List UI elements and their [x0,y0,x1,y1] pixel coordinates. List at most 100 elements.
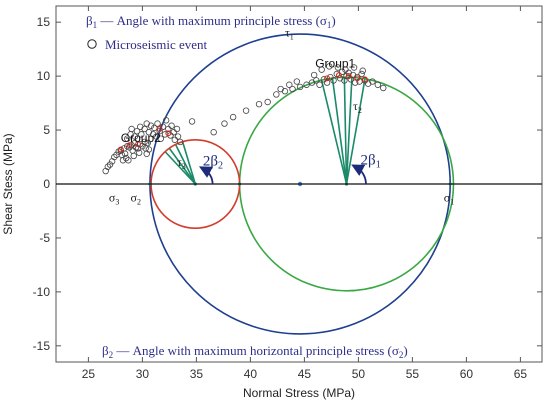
event-point [174,133,182,140]
axis-ticks: 25 30 35 40 45 50 55 60 65 -15 -10 -5 0 5 10 15 [33,6,542,381]
event-point [210,129,217,136]
event-point [168,122,175,129]
y-axis-label: Shear Stess (MPa) [1,133,15,234]
event-point [149,131,157,138]
event-point [339,68,346,76]
event-point [369,78,376,85]
event-point [121,150,129,157]
event-point [343,72,350,80]
legend-marker-icon [87,39,97,49]
event-point [296,83,304,91]
event-point [188,118,196,125]
legend-beta1: β1 — Angle with maximum principle stress… [86,13,336,30]
event-point [135,149,143,156]
angle-arc-label: 2β1 [361,153,381,171]
event-point [133,127,141,135]
event-point [143,150,150,157]
event-point [264,98,271,106]
event-point [122,154,130,162]
event-point [350,64,358,71]
fan-line [164,151,196,185]
event-point [358,70,365,78]
event-point [303,81,310,88]
event-point-highlight [361,76,368,83]
event-point [242,107,250,114]
y-tick-label: 0 [43,177,50,191]
event-point [106,161,114,168]
event-point [141,125,148,133]
event-point [128,125,135,133]
event-point [147,122,155,129]
event-point [111,153,118,161]
event-point [316,81,323,88]
y-tick-label: 10 [37,69,51,83]
event-point [289,85,296,93]
event-point [326,63,333,70]
event-point [221,120,228,127]
group-label: Group2 [121,131,161,145]
event-point [313,77,320,84]
angle-arc [351,164,367,185]
event-point [323,79,331,86]
stress-label: σ3 [109,191,119,207]
y-tick-label: 15 [37,15,51,29]
fan-line [168,147,196,185]
stress-label: σ1 [444,191,454,207]
event-point [327,73,334,81]
stress-label: τ1 [285,26,294,42]
event-point [117,147,124,154]
event-point [144,139,151,147]
angle-arc-label: 2β2 [203,154,223,172]
event-point [330,77,337,84]
event-point [334,64,342,71]
x-tick-label: 30 [136,367,150,381]
fan-lines [164,77,366,185]
fan-line [175,144,197,185]
legend-marker-text: Microseismic event [105,37,208,52]
event-point [374,81,382,88]
fan-line [343,77,348,185]
event-point [131,133,139,140]
event-point-highlight [156,126,163,132]
x-tick-label: 45 [298,367,312,381]
event-point [176,138,184,146]
fan-line [181,140,197,185]
event-point-highlight [336,72,342,78]
stress-label: σ2 [131,191,141,207]
event-point [138,131,145,138]
event-point [173,125,181,133]
event-point [124,135,131,142]
x-tick-label: 25 [82,367,96,381]
y-tick-label: -10 [33,285,51,299]
event-point-highlight [126,142,133,149]
event-point [273,91,280,98]
event-point [361,77,369,84]
event-point [320,76,328,83]
event-point [154,120,161,127]
y-tick-label: -15 [33,339,51,353]
event-point-highlight [324,75,331,82]
event-point-highlight [165,130,172,137]
event-point [171,136,178,143]
x-tick-label: 60 [460,367,474,381]
event-point-highlight [117,146,124,153]
event-point [359,67,366,74]
event-point-highlight [345,73,352,80]
event-point [141,138,148,146]
event-point [229,113,237,121]
event-point-highlight [354,75,361,82]
event-point [165,125,172,133]
fan-line [320,80,348,185]
event-point [380,84,387,92]
microseismic-events [102,63,387,175]
angle-arc [198,166,214,185]
x-axis-label: Normal Stress (MPa) [243,386,355,400]
y-tick-label: 5 [43,123,50,137]
fan-line [345,77,353,185]
fan-line [345,79,366,185]
event-point [126,144,133,151]
angle-arcs: 2β1 2β2 [198,153,381,185]
stress-label: τ2 [353,99,362,115]
x-tick-label: 40 [244,367,258,381]
